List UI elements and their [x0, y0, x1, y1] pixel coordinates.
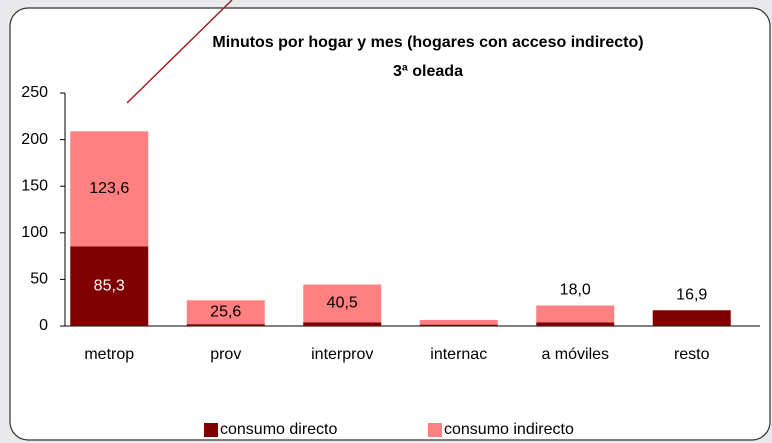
- legend-swatch: [204, 423, 218, 437]
- value-label: 40,5: [327, 295, 358, 312]
- bar-segment: [536, 305, 615, 323]
- value-label: 16,9: [676, 286, 707, 303]
- bar-segment: [303, 322, 382, 326]
- x-tick-label: internac: [430, 346, 487, 363]
- x-tick-label: resto: [674, 346, 710, 363]
- legend-swatch: [428, 423, 442, 437]
- bar-segment: [70, 131, 149, 247]
- bar-segment: [186, 300, 265, 325]
- annotation-line: [126, 0, 233, 104]
- x-tick-label: prov: [210, 346, 241, 363]
- x-tick-label: interprov: [311, 346, 373, 363]
- bar-segment: [536, 322, 615, 326]
- bar-segment: [419, 319, 498, 325]
- legend-label: consumo directo: [220, 421, 337, 438]
- y-tick-label: 50: [30, 271, 48, 288]
- y-tick-label: 250: [21, 84, 48, 101]
- y-tick-label: 200: [21, 131, 48, 148]
- bar-segment: [186, 324, 265, 326]
- x-tick-label: a móviles: [541, 346, 609, 363]
- bar-segment: [419, 324, 498, 326]
- y-tick-label: 100: [21, 224, 48, 241]
- y-tick-label: 0: [39, 317, 48, 334]
- value-label: 123,6: [89, 180, 129, 197]
- chart-subtitle: 3ª oleada: [393, 63, 463, 80]
- chart-title: Minutos por hogar y mes (hogares con acc…: [212, 34, 643, 51]
- value-label: 25,6: [210, 303, 241, 320]
- bar-segment: [303, 284, 382, 323]
- value-label: 18,0: [560, 282, 591, 299]
- bar-segment: [70, 246, 149, 326]
- legend-label: consumo indirecto: [444, 421, 574, 438]
- chart-frame: [9, 7, 771, 441]
- y-tick-label: 150: [21, 177, 48, 194]
- value-label: 85,3: [94, 277, 125, 294]
- x-tick-label: metrop: [84, 346, 134, 363]
- bar-segment: [652, 310, 731, 326]
